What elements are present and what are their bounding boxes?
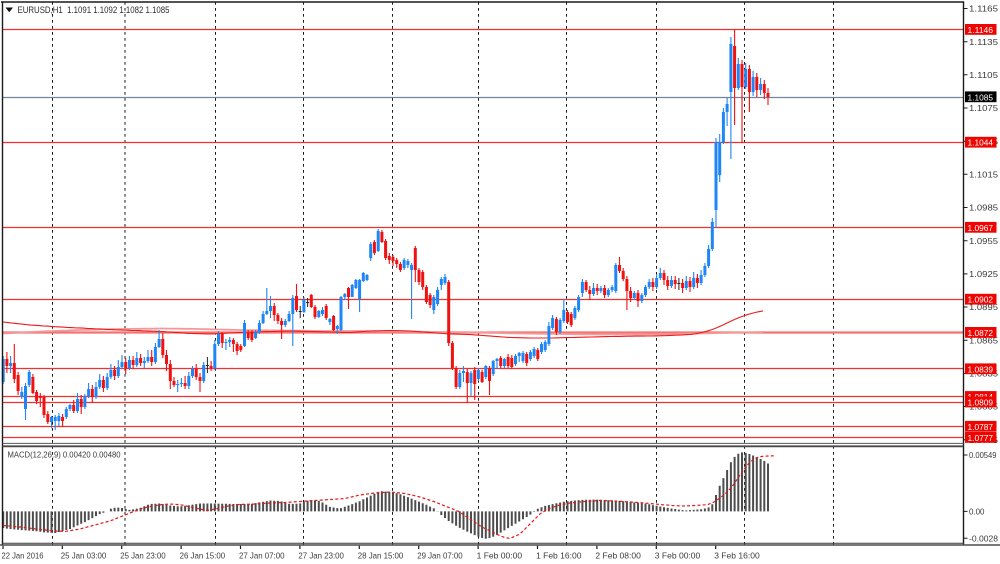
svg-text:3 Feb 00:00: 3 Feb 00:00: [655, 551, 701, 561]
svg-text:26 Jan 15:00: 26 Jan 15:00: [180, 551, 226, 561]
svg-text:1.0985: 1.0985: [969, 203, 998, 213]
svg-text:1.1044: 1.1044: [968, 138, 994, 148]
svg-text:1.0777: 1.0777: [968, 433, 994, 443]
svg-text:2 Feb 08:00: 2 Feb 08:00: [595, 551, 641, 561]
svg-text:0.00: 0.00: [969, 507, 985, 517]
svg-text:1.0787: 1.0787: [968, 422, 994, 432]
svg-text:29 Jan 07:00: 29 Jan 07:00: [417, 551, 463, 561]
svg-text:1.0925: 1.0925: [969, 269, 998, 279]
svg-text:27 Jan 23:00: 27 Jan 23:00: [298, 551, 344, 561]
svg-text:1.0872: 1.0872: [968, 328, 994, 338]
svg-text:EURUSD,H1 1.1091 1.1092 1.108: EURUSD,H1 1.1091 1.1092 1.1082 1.1085: [18, 5, 170, 15]
svg-text:1.0955: 1.0955: [969, 236, 998, 246]
svg-text:1.0865: 1.0865: [969, 335, 998, 345]
svg-text:25 Jan 03:00: 25 Jan 03:00: [61, 551, 107, 561]
svg-text:1 Feb 16:00: 1 Feb 16:00: [536, 551, 582, 561]
svg-text:1.1075: 1.1075: [969, 103, 998, 113]
svg-text:1.1085: 1.1085: [968, 92, 994, 102]
svg-text:28 Jan 15:00: 28 Jan 15:00: [358, 551, 404, 561]
svg-text:1.1105: 1.1105: [969, 70, 998, 80]
svg-text:3 Feb 16:00: 3 Feb 16:00: [714, 551, 760, 561]
svg-text:0.00549: 0.00549: [969, 450, 997, 460]
svg-text:1.0902: 1.0902: [968, 295, 994, 305]
svg-text:1.0967: 1.0967: [968, 223, 994, 233]
svg-text:1.1146: 1.1146: [968, 25, 994, 35]
svg-text:MACD(12,26,9) 0.00420 0.00480: MACD(12,26,9) 0.00420 0.00480: [8, 450, 121, 460]
svg-text:1.0809: 1.0809: [968, 398, 994, 408]
svg-text:1.0895: 1.0895: [969, 302, 998, 312]
svg-text:25 Jan 23:00: 25 Jan 23:00: [120, 551, 166, 561]
svg-text:1 Feb 00:00: 1 Feb 00:00: [477, 551, 523, 561]
svg-text:1.1015: 1.1015: [969, 169, 998, 179]
svg-text:1.1165: 1.1165: [969, 4, 998, 14]
svg-text:27 Jan 07:00: 27 Jan 07:00: [239, 551, 285, 561]
svg-text:1.0839: 1.0839: [968, 364, 994, 374]
svg-text:1.1135: 1.1135: [969, 37, 998, 47]
svg-text:-0.0028: -0.0028: [969, 533, 998, 543]
svg-text:22 Jan 2016: 22 Jan 2016: [2, 551, 44, 561]
